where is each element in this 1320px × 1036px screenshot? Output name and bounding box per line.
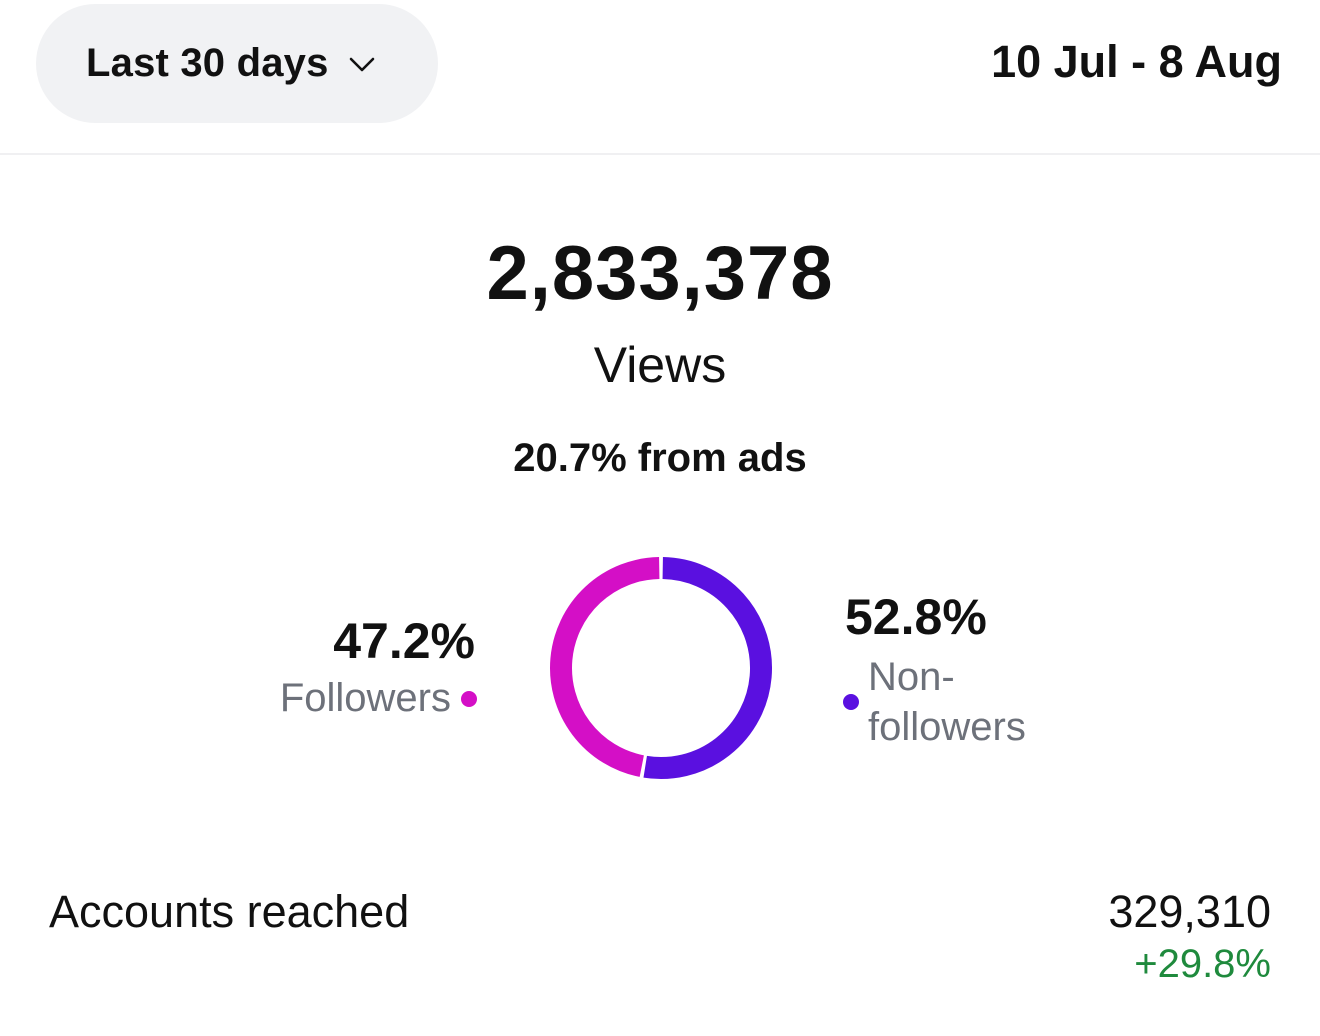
- total-views-label: Views: [593, 337, 727, 393]
- chevron-down-icon: [349, 57, 374, 71]
- date-range-text: 10 Jul - 8 Aug: [991, 36, 1282, 87]
- followers-dot-icon: [461, 690, 477, 707]
- non-followers-legend: Non-followers: [843, 652, 1068, 752]
- total-views-value: 2,833,378: [486, 231, 834, 316]
- date-range-selector[interactable]: Last 30 days: [36, 4, 438, 123]
- accounts-reached-value: 329,310: [1108, 886, 1271, 937]
- followers-percent: 47.2%: [333, 613, 475, 669]
- accounts-reached-row[interactable]: Accounts reached 329,310 +29.8%: [0, 884, 1320, 994]
- audience-donut-chart: [550, 557, 773, 779]
- followers-legend: Followers: [280, 676, 477, 721]
- non-followers-percent: 52.8%: [845, 589, 987, 645]
- non-followers-legend-label: Non-followers: [868, 655, 1026, 749]
- non-followers-dot-icon: [843, 694, 859, 710]
- header-divider: [0, 153, 1320, 155]
- donut-segment-non-followers: [643, 557, 773, 779]
- accounts-reached-label: Accounts reached: [49, 886, 410, 937]
- date-range-selector-label: Last 30 days: [86, 41, 329, 85]
- donut-segment-followers: [550, 557, 660, 777]
- ads-share-note: 20.7% from ads: [513, 436, 807, 480]
- followers-legend-label: Followers: [279, 676, 451, 720]
- accounts-reached-change: +29.8%: [1134, 942, 1271, 986]
